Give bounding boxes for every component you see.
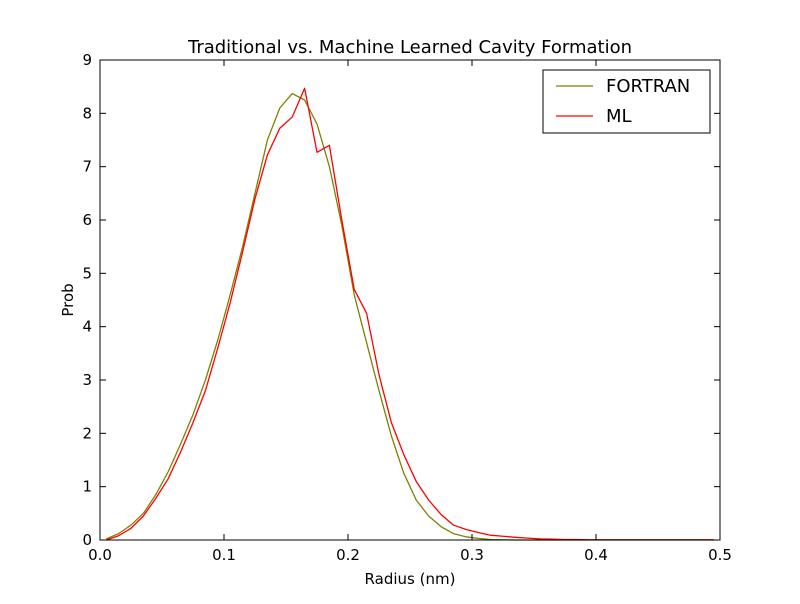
x-tick-label: 0.1 bbox=[212, 546, 236, 564]
y-tick-label: 2 bbox=[82, 424, 92, 442]
x-tick-label: 0.4 bbox=[584, 546, 608, 564]
y-tick-label: 0 bbox=[82, 531, 92, 549]
legend-label-fortran: FORTRAN bbox=[606, 76, 690, 97]
y-tick-label: 1 bbox=[82, 478, 92, 496]
y-tick-label: 6 bbox=[82, 211, 92, 229]
y-tick-label: 7 bbox=[82, 158, 92, 176]
x-tick-label: 0.3 bbox=[460, 546, 484, 564]
x-tick-label: 0.0 bbox=[88, 546, 112, 564]
y-tick-label: 3 bbox=[82, 371, 92, 389]
y-tick-label: 4 bbox=[82, 318, 92, 336]
y-tick-label: 8 bbox=[82, 104, 92, 122]
plot-frame bbox=[99, 59, 721, 541]
series-line-ml bbox=[105, 87, 714, 541]
x-axis-label: Radius (nm) bbox=[365, 570, 456, 588]
y-tick-label: 9 bbox=[82, 51, 92, 69]
series-line-fortran bbox=[105, 92, 714, 541]
x-tick-label: 0.5 bbox=[708, 546, 732, 564]
legend: FORTRAN ML bbox=[542, 69, 711, 134]
y-axis-label: Prob bbox=[59, 283, 77, 316]
series-layer bbox=[105, 87, 714, 541]
chart-title: Traditional vs. Machine Learned Cavity F… bbox=[187, 37, 632, 58]
y-tick-label: 5 bbox=[82, 264, 92, 282]
legend-label-ml: ML bbox=[606, 106, 632, 127]
legend-box bbox=[542, 69, 711, 134]
x-tick-label: 0.2 bbox=[336, 546, 360, 564]
